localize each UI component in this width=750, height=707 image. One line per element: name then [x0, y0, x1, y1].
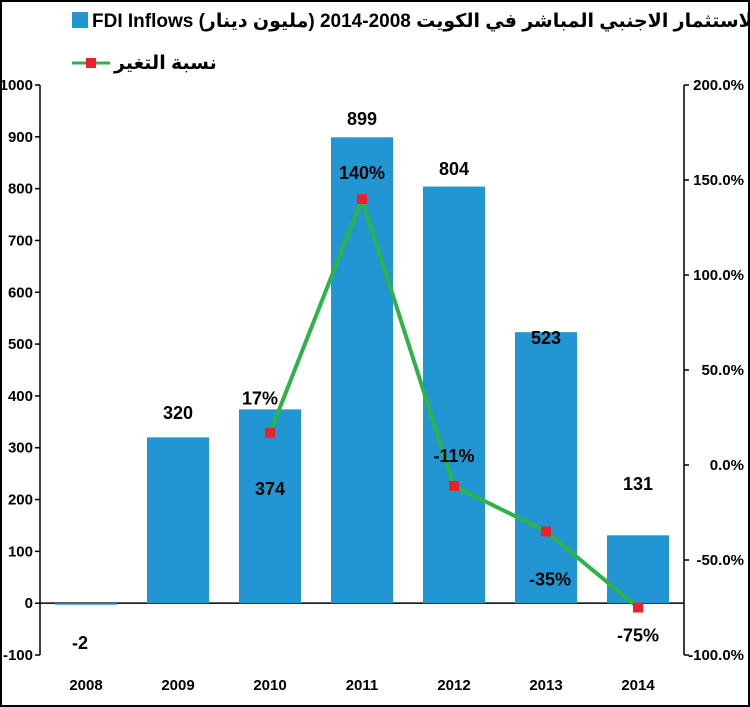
bar	[423, 186, 485, 604]
x-tick-label: 2012	[437, 677, 470, 694]
bar	[331, 137, 393, 604]
bar-series	[55, 137, 669, 605]
x-tick-label: 2014	[621, 677, 655, 694]
x-tick-label: 2008	[69, 677, 102, 694]
line-value-label: -35%	[529, 570, 571, 590]
x-tick-label: 2011	[346, 677, 379, 694]
left-tick-label: 1000	[2, 77, 33, 94]
line-marker	[357, 194, 367, 204]
x-tick-label: 2010	[253, 677, 286, 694]
left-tick-label: 300	[8, 440, 33, 457]
line-value-label: 140%	[339, 163, 385, 183]
left-tick-label: 500	[8, 336, 33, 353]
bar-value-label: 320	[163, 403, 193, 423]
line-marker	[541, 526, 551, 537]
legend-swatch-bars	[72, 12, 88, 28]
left-tick-label: 600	[8, 284, 33, 301]
line-marker	[449, 480, 459, 491]
right-tick-label: 50.0%	[701, 362, 744, 379]
right-tick-label: 200.0%	[693, 77, 744, 94]
bar-value-label: 131	[623, 474, 653, 494]
right-axis: -100.0% -50.0% 0.0% 50.0% 100.0% 150.0% 200.0%	[683, 77, 744, 664]
x-tick-label: 2013	[529, 677, 562, 694]
bar-value-label: 804	[439, 159, 469, 179]
left-tick-label: 0	[25, 595, 33, 612]
x-axis: 2008 2009 2010 2011 2012 2013 2014	[40, 602, 684, 694]
left-tick-label: 400	[8, 388, 33, 405]
line-series	[265, 193, 643, 613]
line-value-label: -75%	[617, 626, 659, 646]
x-tick-label: 2009	[161, 677, 194, 694]
data-labels: -2 320 374 899 804 523 131 17% 140% -11% -35% -75%	[72, 109, 659, 653]
bar	[147, 437, 209, 604]
line-marker	[265, 427, 275, 438]
right-tick-label: 100.0%	[693, 267, 744, 284]
bar	[607, 535, 669, 604]
bar-value-label: 523	[531, 328, 561, 348]
bar	[239, 409, 301, 604]
legend-marker-line	[86, 58, 96, 68]
right-tick-label: 0.0%	[710, 457, 744, 474]
right-tick-label: -50.0%	[696, 552, 744, 569]
bar-value-label: 374	[255, 479, 285, 499]
legend-label-bars: FDI Inflows الاستثمار الاجنبي المباشر في…	[92, 11, 748, 32]
left-tick-label: 100	[8, 543, 33, 560]
bar-value-label: -2	[72, 633, 88, 653]
line-value-label: -11%	[433, 446, 474, 466]
bar	[515, 332, 577, 604]
line-marker	[633, 602, 643, 613]
left-tick-label: 700	[8, 232, 33, 249]
right-tick-label: -100.0%	[688, 647, 744, 664]
left-tick-label: 900	[8, 129, 33, 146]
legend: FDI Inflows الاستثمار الاجنبي المباشر في…	[72, 11, 748, 74]
legend-label-line: نسبة التغير	[113, 53, 217, 74]
left-tick-label: 800	[8, 181, 33, 198]
bar-value-label: 899	[347, 109, 377, 129]
left-tick-label: -100	[3, 647, 33, 664]
right-tick-label: 150.0%	[693, 172, 744, 189]
bar	[55, 603, 117, 605]
left-axis: -100 0 100 200 300 400 500 600 700 800 900 1000	[2, 77, 41, 664]
left-tick-label: 200	[8, 492, 33, 509]
line-value-label: 17%	[242, 389, 278, 409]
